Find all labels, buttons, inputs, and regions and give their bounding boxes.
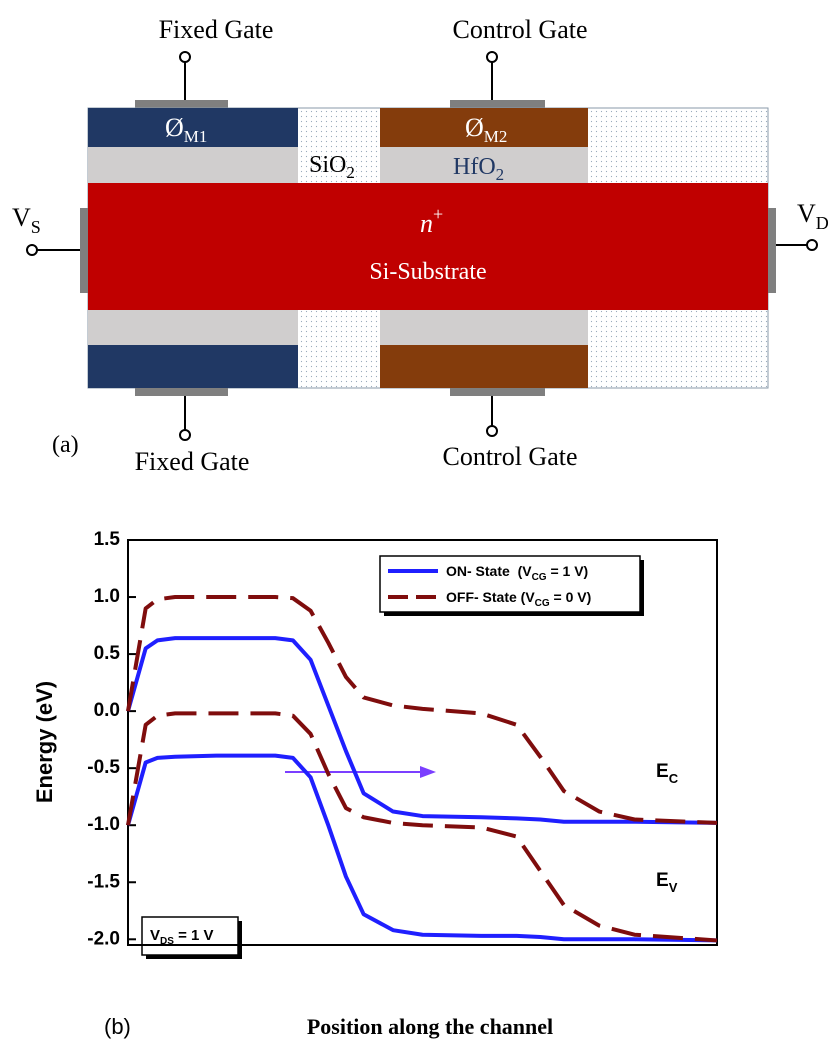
annotation: EC: [656, 761, 679, 786]
oxide: [380, 310, 588, 345]
contact: [80, 208, 88, 293]
gate-metal: [380, 108, 588, 147]
region-label: HfO2: [453, 154, 504, 184]
y-tick-label: -1.5: [87, 871, 120, 892]
contact: [450, 100, 545, 108]
subscript: CG: [535, 598, 550, 609]
y-tick-label: 1.0: [94, 586, 120, 607]
subscript: 2: [346, 163, 355, 182]
text: Ø: [465, 113, 484, 142]
gate-label: Control Gate: [452, 15, 587, 44]
annotation-box: [141, 916, 239, 956]
contact: [135, 100, 228, 108]
series-line: [126, 753, 718, 943]
terminal: [26, 244, 38, 256]
substrate: [88, 183, 768, 310]
region-label: ØM1: [165, 113, 207, 146]
arrow-head: [420, 766, 436, 778]
region-label: SiO2: [309, 152, 355, 182]
series-line: [126, 595, 718, 825]
subscript: DS: [160, 936, 174, 947]
text: OFF- State (V: [446, 589, 535, 605]
text: = 0 V): [550, 589, 592, 605]
superscript: +: [433, 204, 443, 224]
text: Ø: [165, 113, 184, 142]
text: E: [656, 761, 669, 782]
plot-frame: [127, 539, 718, 946]
y-tick-label: 0.5: [94, 643, 121, 664]
gate-metal: [88, 108, 298, 147]
text: SiO: [309, 152, 346, 178]
terminal: [486, 425, 498, 437]
text: V: [12, 203, 31, 232]
subscript: CG: [532, 572, 547, 583]
y-tick-label: 0.0: [94, 700, 120, 721]
energy-chart: Position along the channel (b) Energy (e…: [32, 529, 718, 1039]
terminal: [179, 51, 191, 63]
subscript: D: [816, 213, 829, 233]
annotation: EV: [656, 870, 678, 895]
gate-label: Control Gate: [442, 442, 577, 471]
terminal: [806, 239, 818, 251]
subscript: V: [669, 880, 678, 895]
legend-label: ON- State (VCG = 1 V): [446, 563, 588, 583]
subscript: C: [669, 771, 679, 786]
region-label: n+: [420, 204, 443, 238]
y-axis-label: Energy (eV): [32, 681, 57, 803]
region-label: ØM2: [465, 113, 507, 146]
text: = 1 V): [547, 563, 589, 579]
annotation: VDS = 1 V: [150, 927, 214, 947]
subscript: M2: [484, 127, 508, 146]
oxide: [88, 147, 298, 183]
series-line: [126, 711, 718, 943]
text: E: [656, 870, 669, 891]
oxide: [88, 310, 298, 345]
panel-label: (b): [104, 1014, 131, 1039]
contact: [450, 388, 545, 396]
panel-label: (a): [52, 432, 79, 458]
contact: [768, 208, 776, 293]
y-tick-label: -1.0: [87, 814, 120, 835]
oxide: [380, 147, 588, 183]
terminal: [179, 429, 191, 441]
subscript: 2: [496, 165, 505, 184]
contact: [135, 388, 228, 396]
region-label: Si-Substrate: [369, 259, 486, 285]
gate-label: Fixed Gate: [135, 447, 250, 476]
legend: [379, 555, 641, 613]
series-line: [126, 636, 718, 825]
y-tick-label: -2.0: [87, 928, 120, 949]
text: V: [150, 927, 160, 944]
subscript: S: [31, 217, 41, 237]
terminal: [486, 51, 498, 63]
subscript: M1: [184, 127, 208, 146]
y-tick-label: 1.5: [94, 529, 121, 550]
x-axis-label: Position along the channel: [307, 1014, 553, 1039]
gate-metal: [88, 345, 298, 388]
text: ON- State (V: [446, 563, 532, 579]
terminal-label: VS: [12, 203, 41, 237]
device-diagram: Fixed Gate Control Gate Fixed Gate Contr…: [12, 15, 829, 476]
y-tick-label: -0.5: [87, 757, 120, 778]
text: V: [797, 199, 816, 228]
gate-metal: [380, 345, 588, 388]
gate-label: Fixed Gate: [159, 15, 274, 44]
legend-label: OFF- State (VCG = 0 V): [446, 589, 591, 609]
text: n: [420, 209, 433, 238]
terminal-label: VD: [797, 199, 829, 233]
text: HfO: [453, 154, 496, 180]
text: = 1 V: [174, 927, 214, 944]
